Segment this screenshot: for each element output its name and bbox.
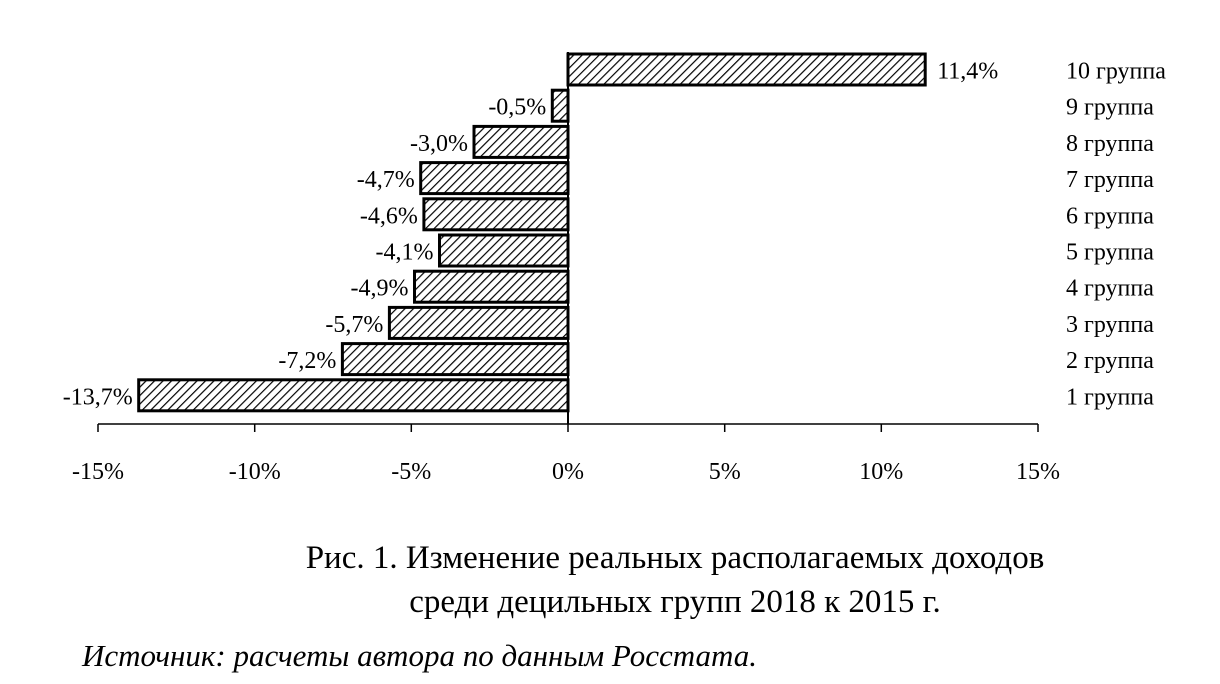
data-label: -7,2%	[278, 348, 336, 374]
category-label: 10 группа	[1066, 59, 1166, 85]
data-label: -5,7%	[325, 312, 383, 338]
bar	[438, 233, 570, 268]
figure-caption: Рис. 1. Изменение реальных располагаемых…	[140, 536, 1210, 624]
bar	[566, 52, 927, 87]
bars-layer	[137, 52, 927, 413]
caption-line-2: среди децильных групп 2018 к 2015 г.	[409, 584, 941, 620]
x-tick-label: 5%	[709, 459, 741, 485]
caption-line-1: Рис. 1. Изменение реальных располагаемых…	[305, 540, 1045, 576]
data-label: -13,7%	[63, 384, 133, 410]
x-tick-label: 15%	[1016, 459, 1060, 485]
x-tick-label: -10%	[229, 459, 281, 485]
data-label: -3,0%	[410, 131, 468, 157]
data-label: -0,5%	[488, 95, 546, 121]
category-label: 4 группа	[1066, 276, 1154, 302]
bar-chart: -15% -10% -5% 0% 5% 10% 15% -13,7% 1 группа -7,2…	[63, 52, 1166, 485]
data-label: -4,9%	[351, 276, 409, 302]
data-label: -4,6%	[360, 203, 418, 229]
bar	[472, 124, 570, 159]
x-tick-label: -5%	[391, 459, 431, 485]
category-label: 7 группа	[1066, 167, 1154, 193]
category-label: 5 группа	[1066, 240, 1154, 266]
data-label: 11,4%	[937, 59, 998, 85]
category-label: 8 группа	[1066, 131, 1154, 157]
bar	[137, 378, 570, 413]
bar	[413, 269, 570, 304]
x-tick-label: 10%	[859, 459, 903, 485]
category-label: 6 группа	[1066, 203, 1154, 229]
source-note: Источник: расчеты автора по данным Росст…	[82, 638, 758, 673]
bar	[550, 88, 570, 123]
labels-layer: -13,7% 1 группа -7,2% 2 группа -5,7% 3 группа…	[63, 59, 1166, 411]
bar	[340, 342, 570, 377]
bar	[422, 197, 570, 232]
category-label: 3 группа	[1066, 312, 1154, 338]
bar	[419, 161, 570, 196]
category-label: 9 группа	[1066, 95, 1154, 121]
bar	[387, 305, 570, 340]
x-tick-label: 0%	[552, 459, 584, 485]
x-tick-label: -15%	[72, 459, 124, 485]
x-axis: -15% -10% -5% 0% 5% 10% 15%	[72, 52, 1060, 485]
data-label: -4,1%	[376, 240, 434, 266]
data-label: -4,7%	[357, 167, 415, 193]
category-label: 2 группа	[1066, 348, 1154, 374]
category-label: 1 группа	[1066, 384, 1154, 410]
